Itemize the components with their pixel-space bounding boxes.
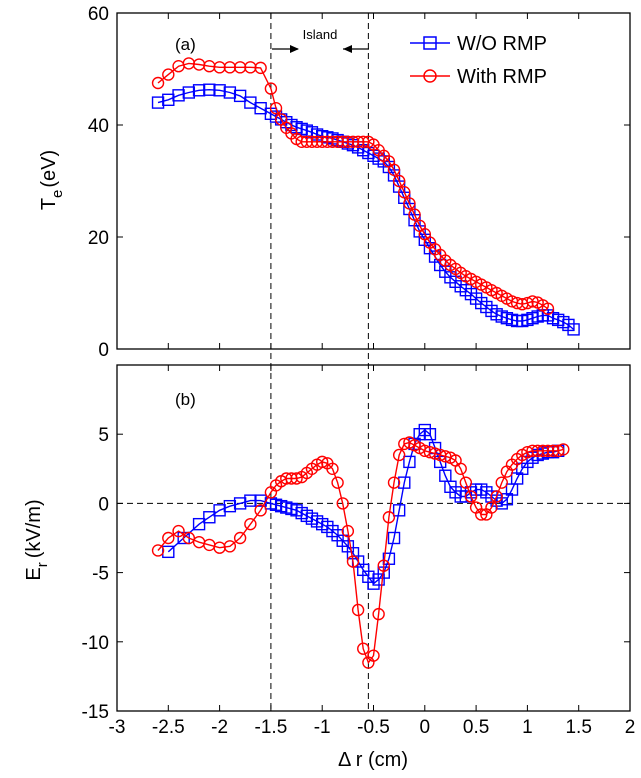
x-tick-label: -0.5 — [357, 717, 390, 738]
x-axis-label: Δ r (cm) — [338, 749, 408, 771]
x-tick-label: -1 — [314, 717, 331, 738]
svg-text:Er(kV/m): Er (kV/m) — [23, 499, 51, 580]
y-tick-label-a: 20 — [88, 228, 109, 249]
x-tick-label: 1 — [522, 717, 533, 738]
ylabel-a-unit: (eV) — [38, 150, 60, 188]
y-tick-label-a: 60 — [88, 4, 109, 25]
y-tick-label-b: 5 — [98, 425, 109, 446]
x-tick-label: -3 — [109, 717, 126, 738]
x-tick-label: -1.5 — [255, 717, 288, 738]
ylabel-a-sub: e — [49, 190, 66, 198]
y-tick-label-a: 40 — [88, 116, 109, 137]
panel-b-series — [153, 425, 569, 669]
x-tick-label: 0.5 — [463, 717, 489, 738]
panel-b-label: (b) — [175, 390, 196, 409]
panel-b-ylabel: Er (kV/m) — [23, 499, 51, 580]
y-tick-label-a: 0 — [98, 340, 109, 361]
x-tick-label: -2 — [211, 717, 228, 738]
x-tick-label: 0 — [420, 717, 431, 738]
ylabel-b-sub: r — [34, 562, 51, 567]
x-tick-label: 1.5 — [565, 717, 591, 738]
ylabel-b-unit: (kV/m) — [23, 499, 45, 558]
x-tick-label: -2.5 — [152, 717, 185, 738]
panel-a-ylabel: Te (eV) — [38, 150, 66, 210]
legend-wo-rmp: W/O RMP — [457, 33, 547, 55]
y-tick-label-b: 0 — [98, 494, 109, 515]
legend-with-rmp: With RMP — [457, 66, 547, 88]
y-tick-label-b: -15 — [82, 702, 109, 723]
series-line-a-0 — [158, 90, 574, 330]
ylabel-b-main: E — [23, 567, 45, 580]
svg-text:Te(eV): Te (eV) — [38, 150, 66, 210]
panel-a-label: (a) — [175, 35, 196, 54]
island-label: Island — [303, 27, 338, 42]
x-tick-label: 2 — [625, 717, 636, 738]
island-annotation: Island — [272, 27, 369, 53]
panel-a-ticks: 0 20 40 60 — [88, 4, 630, 361]
y-tick-label-b: -10 — [82, 633, 109, 654]
panel-a-series — [153, 58, 580, 335]
legend: W/O RMP With RMP — [410, 33, 547, 88]
series-line-a-1 — [158, 63, 548, 308]
y-tick-label-b: -5 — [92, 564, 109, 585]
ylabel-a-main: T — [38, 198, 60, 210]
